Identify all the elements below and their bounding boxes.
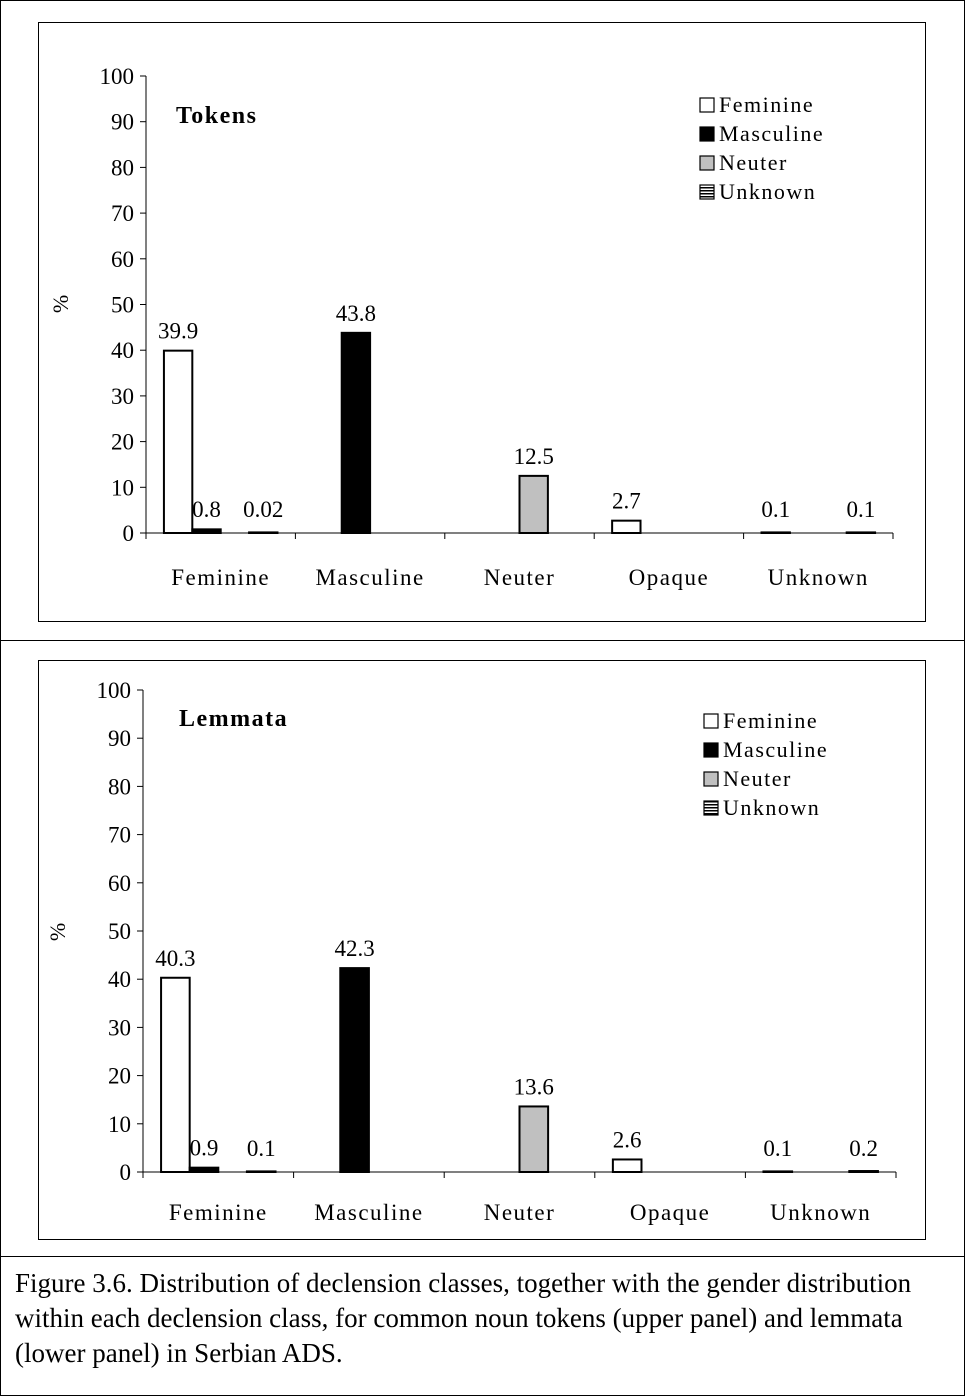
tokens-chart-panel: 0 10 20 30 40 50 60 70 80 90 100% Feminine Masculine… [38, 22, 926, 622]
data-label: 0.1 [763, 1136, 792, 1161]
figure-caption: Figure 3.6. Distribution of declension c… [15, 1268, 912, 1368]
y-tick-label: 10 [108, 1112, 131, 1137]
data-label: 42.3 [334, 936, 374, 961]
legend-label-feminine: Feminine [719, 92, 814, 117]
bar-feminine-feminine [160, 976, 191, 1173]
legend-swatch-feminine [703, 713, 719, 729]
data-label: 43.8 [336, 301, 376, 326]
legend-swatch-neuter [703, 771, 719, 787]
legend-label-neuter: Neuter [723, 766, 792, 791]
bar-masculine-masculine [339, 967, 370, 1174]
category-label-feminine: Feminine [171, 565, 270, 590]
bar-feminine-unknown [245, 1170, 277, 1173]
y-tick-label: 50 [111, 293, 134, 318]
y-tick-label: 80 [111, 155, 134, 180]
data-label: 2.7 [612, 489, 641, 514]
bar-masculine-masculine [340, 331, 372, 535]
y-tick-label: 0 [123, 521, 135, 546]
y-tick-label: 60 [108, 871, 131, 896]
legend-label-unknown: Unknown [723, 795, 820, 820]
data-label: 0.9 [190, 1136, 219, 1161]
y-tick-label: 10 [111, 475, 134, 500]
category-label-neuter: Neuter [484, 565, 556, 590]
y-tick-label: 100 [100, 64, 135, 89]
data-label: 0.1 [247, 1136, 276, 1161]
y-tick-label: 20 [111, 430, 134, 455]
bar-opaque-feminine [611, 1158, 643, 1173]
y-tick-label: 30 [108, 1015, 131, 1040]
data-label: 0.8 [192, 497, 221, 522]
legend-swatch-masculine [703, 742, 719, 758]
y-axis-label: % [48, 295, 73, 313]
lemmata-chart: 0 10 20 30 40 50 60 70 80 90 100% Feminine Masculine… [38, 660, 926, 1240]
bar-unknown-feminine [762, 1170, 794, 1173]
category-label-unknown: Unknown [770, 1200, 871, 1225]
data-label: 39.9 [158, 319, 198, 344]
data-label: 13.6 [514, 1074, 554, 1099]
legend-label-masculine: Masculine [719, 121, 824, 146]
y-tick-label: 70 [108, 823, 131, 848]
bar-neuter-neuter [518, 474, 549, 534]
legend-label-neuter: Neuter [719, 150, 788, 175]
panel-label: Tokens [176, 103, 258, 129]
category-label-neuter: Neuter [484, 1200, 556, 1225]
data-label: 0.1 [761, 497, 790, 522]
y-tick-label: 40 [111, 338, 134, 363]
y-tick-label: 60 [111, 247, 134, 272]
category-label-opaque: Opaque [630, 1200, 711, 1225]
data-label: 0.2 [849, 1136, 878, 1161]
y-tick-label: 90 [108, 726, 131, 751]
y-axis-label: % [45, 923, 70, 941]
bar-feminine-feminine [162, 349, 194, 535]
legend-swatch-neuter [699, 155, 715, 171]
category-label-unknown: Unknown [768, 565, 869, 590]
y-tick-label: 0 [120, 1160, 132, 1185]
tokens-chart: 0 10 20 30 40 50 60 70 80 90 100% Feminine Masculine… [38, 22, 926, 622]
caption-divider [0, 1256, 965, 1257]
y-tick-label: 50 [108, 919, 131, 944]
legend-swatch-feminine [699, 97, 715, 113]
bar-unknown-feminine [760, 531, 791, 534]
data-label: 2.6 [613, 1127, 642, 1152]
panel-label: Lemmata [179, 706, 288, 732]
category-label-opaque: Opaque [629, 565, 710, 590]
y-tick-label: 40 [108, 967, 131, 992]
bar-feminine-unknown [248, 531, 279, 534]
legend-label-masculine: Masculine [723, 737, 828, 762]
panel-divider [0, 640, 965, 641]
bar-unknown-unknown [848, 1170, 879, 1174]
data-label: 0.02 [243, 497, 283, 522]
y-tick-label: 30 [111, 384, 134, 409]
y-tick-label: 90 [111, 110, 134, 135]
bar-neuter-neuter [518, 1105, 550, 1173]
legend-label-feminine: Feminine [723, 708, 818, 733]
legend-swatch-masculine [699, 126, 715, 142]
legend-swatch-unknown [699, 184, 715, 200]
legend-swatch-unknown [703, 800, 719, 816]
category-label-feminine: Feminine [169, 1200, 268, 1225]
y-tick-label: 70 [111, 201, 134, 226]
category-label-masculine: Masculine [314, 1200, 423, 1225]
bar-feminine-masculine [188, 1166, 220, 1173]
bar-opaque-feminine [611, 519, 642, 535]
y-tick-label: 100 [97, 678, 132, 703]
y-tick-label: 80 [108, 774, 131, 799]
bar-feminine-masculine [191, 528, 222, 534]
lemmata-chart-panel: 0 10 20 30 40 50 60 70 80 90 100% Feminine Masculine… [38, 660, 926, 1240]
legend-label-unknown: Unknown [719, 179, 816, 204]
data-label: 12.5 [514, 444, 554, 469]
category-label-masculine: Masculine [315, 565, 424, 590]
y-tick-label: 20 [108, 1064, 131, 1089]
bar-unknown-unknown [845, 531, 877, 534]
data-label: 40.3 [155, 946, 195, 971]
data-label: 0.1 [847, 497, 876, 522]
